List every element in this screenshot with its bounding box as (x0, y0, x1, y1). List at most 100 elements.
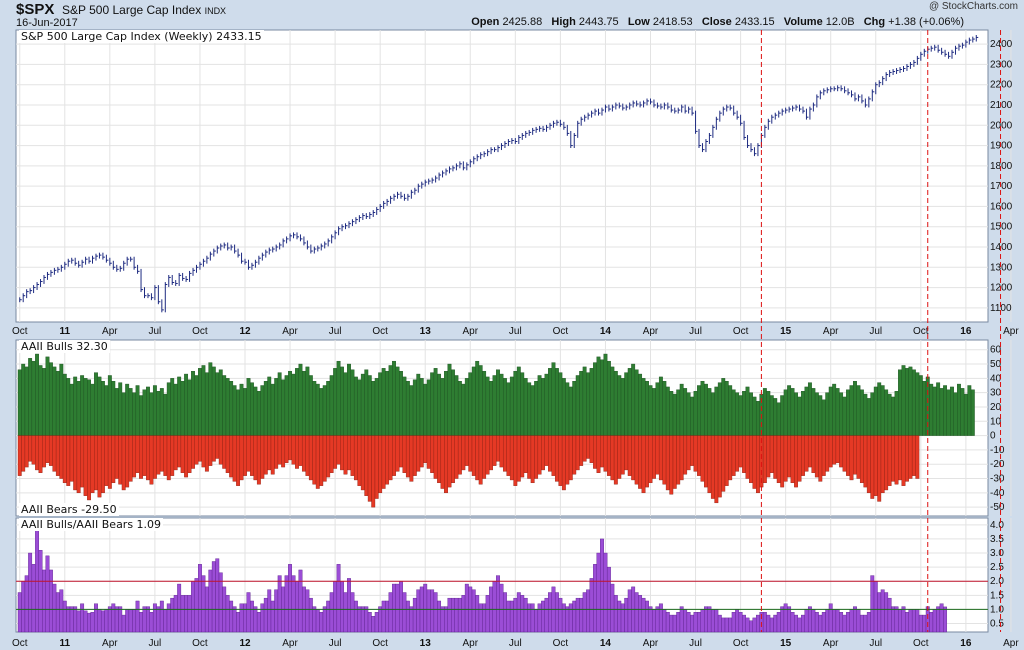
bulls-bar (229, 381, 234, 436)
bears-bar (645, 435, 649, 488)
x-tick-label: Apr (282, 326, 298, 337)
ratio-bar (700, 609, 705, 633)
bulls-bar (76, 381, 81, 436)
ratio-bar (402, 592, 407, 633)
ratio-bar (911, 609, 916, 633)
bears-bar (385, 435, 390, 485)
bears-bar (638, 435, 643, 489)
bulls-bar (253, 386, 258, 436)
bulls-bar (721, 378, 726, 436)
bulls-bar (558, 372, 563, 436)
bears-bar (31, 435, 36, 465)
ratio-bar (482, 603, 487, 633)
ratio-bar (516, 592, 521, 633)
bulls-bar (561, 378, 566, 436)
bulls-bar (586, 372, 591, 436)
bulls-bar (319, 388, 324, 436)
ratio-bar (520, 595, 525, 633)
bears-bar (364, 435, 369, 496)
ratio-bar (717, 614, 722, 633)
ratio-bar (184, 595, 189, 633)
bears-bar (62, 435, 67, 484)
x-tick-label: 13 (420, 326, 432, 337)
bears-bar (423, 435, 428, 463)
bulls-bar (367, 375, 372, 436)
ratio-bar (645, 600, 649, 633)
quote-summary: Open 2425.88 High 2443.75 Low 2418.53 Cl… (471, 16, 964, 28)
ratio-bar (340, 581, 344, 633)
bulls-bar (62, 373, 67, 436)
bulls-bar (277, 372, 282, 436)
ratio-bar (901, 606, 906, 633)
bears-bar (579, 435, 584, 466)
bears-bar (520, 435, 525, 478)
bears-bar (911, 435, 916, 476)
bears-bar (232, 435, 237, 482)
bulls-bar (107, 375, 112, 436)
ratio-bar (593, 564, 597, 633)
bulls-bar (606, 360, 611, 436)
x-tick-label: 16 (960, 638, 972, 649)
bears-bar (655, 435, 660, 475)
ratio-bar (97, 609, 102, 633)
ratio-bar (447, 597, 452, 633)
bulls-bar (118, 382, 123, 436)
bulls-bar (877, 382, 882, 436)
x-tick-label: Oct (553, 638, 569, 649)
ratio-bar (253, 606, 258, 633)
y-tick-label: 2.5 (990, 562, 1004, 573)
bulls-bar (440, 378, 445, 436)
bears-bar (267, 435, 272, 471)
bulls-bar (832, 383, 837, 436)
bears-bar (485, 435, 490, 475)
bulls-bar (821, 399, 826, 436)
ratio-bar (177, 583, 182, 633)
bulls-bar (301, 370, 306, 436)
bears-bar (395, 435, 400, 472)
bears-bar (676, 435, 681, 485)
bulls-bar (187, 379, 192, 436)
bears-bar (350, 435, 355, 476)
x-tick-label: 14 (600, 326, 612, 337)
x-tick-label: Jul (329, 326, 342, 337)
ratio-bar (451, 597, 455, 633)
bears-bar (787, 435, 792, 478)
bulls-bar (166, 382, 171, 436)
bulls-bar (295, 368, 299, 436)
bears-bar (523, 435, 528, 473)
bears-bar (596, 435, 601, 473)
bulls-bar (260, 385, 265, 436)
bears-bar (444, 435, 448, 494)
bulls-bar (485, 376, 490, 436)
bulls-bar (662, 381, 667, 436)
y-tick-label: 4.0 (990, 520, 1004, 531)
bulls-bar (114, 388, 119, 436)
ratio-bar (624, 597, 629, 633)
y-tick-label: 2300 (990, 59, 1013, 70)
ratio-bar (582, 592, 587, 633)
ratio-bar (572, 600, 577, 633)
bulls-bar (523, 378, 528, 436)
bears-bar (794, 435, 798, 488)
bears-bar (669, 435, 674, 495)
y-tick-label: 0 (990, 431, 996, 442)
ratio-bar (610, 583, 615, 633)
bulls-bar (610, 366, 615, 436)
x-tick-label: Apr (1003, 638, 1019, 649)
bulls-bar (645, 381, 649, 436)
bulls-bar (520, 372, 525, 436)
ratio-bar (284, 575, 289, 633)
bears-bar (568, 435, 573, 481)
bears-bar (149, 435, 154, 485)
bulls-bar (717, 382, 722, 436)
bears-bar (198, 435, 202, 462)
ratio-bar (170, 597, 175, 633)
ratio-bar (641, 597, 646, 633)
ratio-bar (367, 612, 372, 633)
x-tick-label: Oct (733, 326, 749, 337)
chart-header: $SPX S&P 500 Large Cap Index INDX 16-Jun… (0, 0, 1024, 30)
ratio-bar (807, 606, 812, 633)
bulls-bar (315, 383, 320, 436)
bears-bar (672, 435, 677, 489)
bears-bar (749, 435, 753, 484)
